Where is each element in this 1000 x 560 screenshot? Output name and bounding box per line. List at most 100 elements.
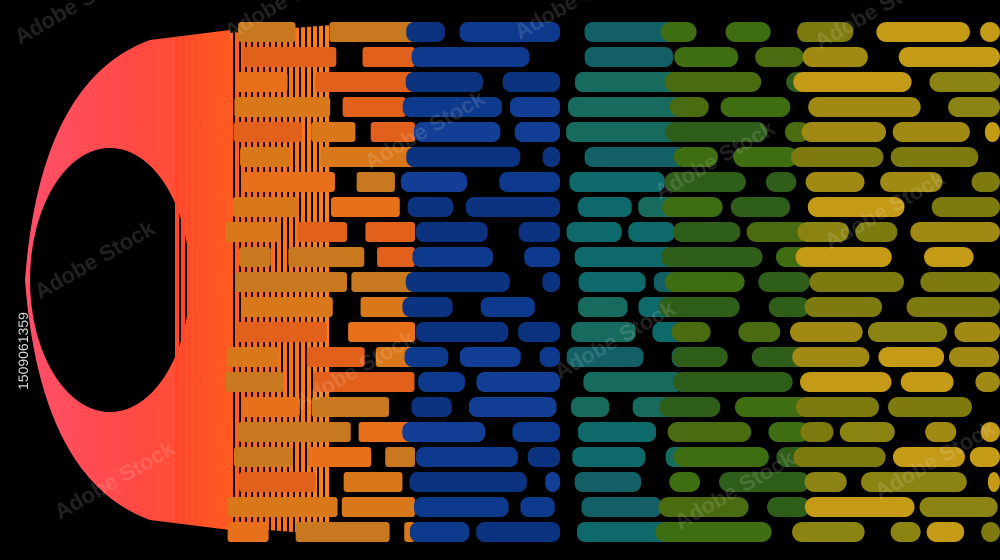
stripe [223,33,227,527]
stripe [795,397,880,417]
stripe [800,422,834,442]
stripe [574,472,642,492]
stripe [898,47,1000,67]
stripe [418,372,465,392]
stripe [628,222,675,242]
stripe [312,372,415,392]
stripe [919,497,998,517]
stripe [235,272,347,292]
stripe [229,32,233,528]
stripe [341,497,415,517]
stripe [236,322,327,342]
stripe [568,97,688,117]
stripe [306,347,365,367]
stripe [758,272,810,292]
stripe [411,47,530,67]
stripe [542,147,560,167]
stripe [351,272,415,292]
stripe [791,147,884,167]
stripe [861,472,967,492]
stripe [980,422,1000,442]
stripe [793,72,912,92]
stripe [226,347,279,367]
stripe [673,447,769,467]
stripe [566,222,622,242]
stripe [405,272,510,292]
stripe [672,222,741,242]
stripe [888,397,973,417]
stripe [665,122,768,142]
stripe [288,247,365,267]
stripe [795,247,892,267]
stripe [734,397,810,417]
stripe [415,222,488,242]
stripe [578,272,646,292]
stripe [790,322,863,342]
stripe [664,72,762,92]
stripe [415,322,509,342]
stripe [987,472,1000,492]
stripe [720,97,791,117]
stripe [205,34,209,526]
stripe [413,122,501,142]
stripe [409,522,470,542]
stripe [362,47,415,67]
stripe [906,297,1000,317]
stripe [329,22,415,42]
stripe [241,297,333,317]
stripe [409,472,527,492]
stripe [920,272,1000,292]
stripe [520,497,555,517]
stripe [480,297,535,317]
stripe [238,22,296,42]
stripe [878,347,945,367]
stripe [400,172,468,192]
stripe [674,47,739,67]
stripe [370,122,415,142]
stripe [671,322,711,342]
stripe [240,147,291,167]
stripe [719,472,810,492]
stripe [725,22,771,42]
stripe [804,297,883,317]
stripe [738,322,781,342]
stripe [574,72,687,92]
stripe [512,422,560,442]
stripe [571,322,636,342]
stripe [518,222,560,242]
stripe [797,22,854,42]
stripe [669,472,701,492]
stripe [730,197,791,217]
stripe [867,322,948,342]
shape-layer [25,22,1000,542]
stripe [574,247,688,267]
stripe [499,172,560,192]
stripe [926,522,965,542]
stripe [227,497,338,517]
stripe [802,47,868,67]
stripe [406,147,521,167]
stripe [524,247,560,267]
stripe [307,447,372,467]
stripe [385,447,415,467]
stripe [667,422,752,442]
stripe [809,272,904,292]
stripe [768,422,810,442]
stripe [239,472,316,492]
stripe [805,172,865,192]
stripe [542,272,560,292]
stripe [527,447,560,467]
stripe [839,422,895,442]
stripe [948,347,1000,367]
stripe [658,497,749,517]
stripe [566,347,644,367]
stripe [672,372,793,392]
stripe [236,72,288,92]
stripe [755,47,804,67]
stripe [238,247,271,267]
stripe [315,72,415,92]
stripe [242,47,337,67]
stripe [658,297,740,317]
